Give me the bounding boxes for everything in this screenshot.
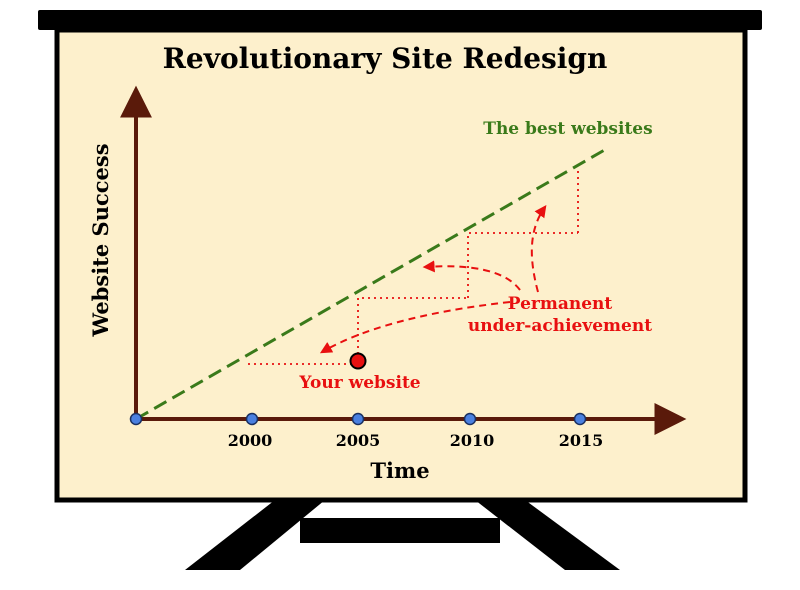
best-websites-label: The best websites [483,119,652,139]
easel-top-bar [38,10,762,30]
tick-label-2010: 2010 [450,431,495,450]
dotted-step-guides [248,168,579,365]
y-axis-label: Website Success [88,143,113,337]
tick-label-2005: 2005 [336,431,381,450]
origin-dot [129,412,143,426]
under-achievement-arrows [319,205,547,354]
your-website-dot [349,352,367,370]
board [54,27,748,503]
tick-dot-2015 [573,412,587,426]
your-website-label: Your website [298,373,420,393]
tick-dot-2010 [463,412,477,426]
tick-label-2000: 2000 [228,431,273,450]
easel-stand [185,500,620,570]
x-axis-ticks [129,412,587,426]
tick-label-2015: 2015 [559,431,604,450]
annotation-line-1: Permanent [508,294,613,314]
page-title: Revolutionary Site Redesign [163,42,608,75]
annotation-line-2: under-achievement [468,316,652,336]
tick-dot-2005 [351,412,365,426]
best-websites-line [135,146,609,421]
tick-dot-2000 [245,412,259,426]
x-axis-label: Time [370,458,429,483]
